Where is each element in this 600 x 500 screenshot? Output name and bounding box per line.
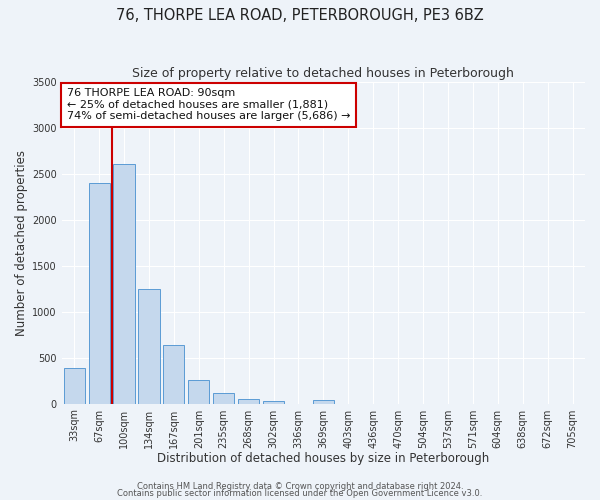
X-axis label: Distribution of detached houses by size in Peterborough: Distribution of detached houses by size … [157,452,490,465]
Bar [89,183,110,404]
Bar [238,398,259,404]
Bar [188,380,209,404]
Y-axis label: Number of detached properties: Number of detached properties [15,150,28,336]
Bar [64,368,85,404]
Bar [313,400,334,404]
Bar [163,344,184,404]
Bar [113,164,134,404]
Text: 76 THORPE LEA ROAD: 90sqm
← 25% of detached houses are smaller (1,881)
74% of se: 76 THORPE LEA ROAD: 90sqm ← 25% of detac… [67,88,350,122]
Text: Contains public sector information licensed under the Open Government Licence v3: Contains public sector information licen… [118,490,482,498]
Text: 76, THORPE LEA ROAD, PETERBOROUGH, PE3 6BZ: 76, THORPE LEA ROAD, PETERBOROUGH, PE3 6… [116,8,484,22]
Text: Contains HM Land Registry data © Crown copyright and database right 2024.: Contains HM Land Registry data © Crown c… [137,482,463,491]
Bar [213,394,235,404]
Bar [139,288,160,404]
Bar [263,401,284,404]
Title: Size of property relative to detached houses in Peterborough: Size of property relative to detached ho… [133,68,514,80]
